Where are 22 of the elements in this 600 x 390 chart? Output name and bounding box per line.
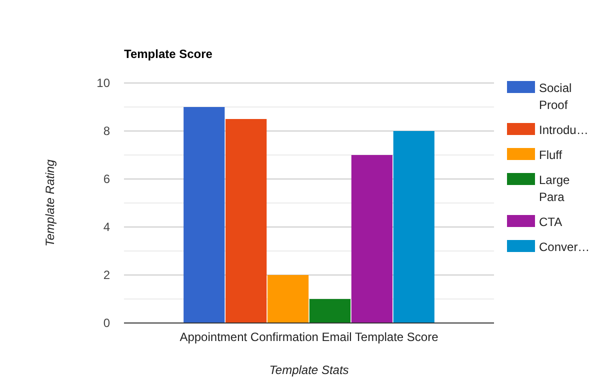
legend-label: CTA [539,215,562,229]
bar [393,131,434,323]
bar [184,107,225,323]
bar [309,299,351,323]
y-tick-label: 10 [96,76,110,90]
bar [351,155,392,323]
y-tick-label: 8 [103,124,110,138]
x-axis-title: Template Stats [269,363,349,377]
legend-label: Conver… [539,240,590,254]
bar [226,119,267,323]
y-tick-label: 0 [103,316,110,330]
bar [267,275,309,323]
legend-label: Fluff [539,148,563,162]
legend-label: Social Proof [539,81,572,112]
y-tick-label: 4 [103,220,110,234]
legend-label: Large Para [539,173,570,204]
y-tick-label: 2 [103,268,110,282]
chart-title: Template Score [124,47,213,61]
y-tick-label: 6 [103,172,110,186]
y-axis-title: Template Rating [43,159,57,246]
x-tick-label: Appointment Confirmation Email Template Score [180,330,439,344]
legend-label: Introdu… [539,123,588,137]
